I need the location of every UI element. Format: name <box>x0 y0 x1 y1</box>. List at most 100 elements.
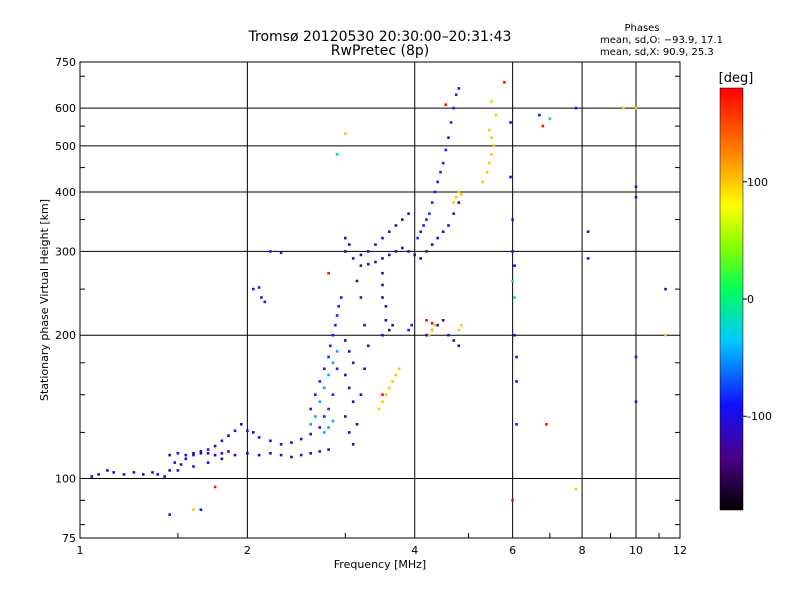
data-point <box>574 106 578 110</box>
data-point <box>441 230 445 233</box>
data-point <box>381 283 384 287</box>
data-point <box>269 250 272 253</box>
data-point <box>384 305 388 308</box>
data-point <box>168 453 171 457</box>
colorbar-ticks: 100 0 -100 <box>743 176 772 423</box>
data-point <box>452 212 455 215</box>
data-point <box>548 117 552 120</box>
y-tick-label: 200 <box>55 329 76 342</box>
data-point <box>227 450 230 453</box>
x-tick-label: 1 <box>77 544 84 557</box>
data-point <box>388 386 391 390</box>
data-point <box>213 444 217 448</box>
y-tick-label: 100 <box>55 473 76 486</box>
data-point <box>513 264 516 267</box>
data-point <box>240 423 243 426</box>
data-point <box>433 323 437 327</box>
grid <box>80 62 680 538</box>
data-point <box>199 450 203 453</box>
data-point <box>331 393 335 396</box>
plot-frame <box>79 61 681 539</box>
data-point <box>388 230 391 233</box>
data-point <box>422 224 425 227</box>
data-point <box>112 471 115 474</box>
data-point <box>367 344 370 348</box>
data-point <box>622 106 625 110</box>
data-point <box>425 333 428 337</box>
data-point <box>257 453 261 457</box>
data-point <box>334 323 337 327</box>
x-tick-label: 8 <box>579 544 586 557</box>
data-point <box>246 429 249 433</box>
data-point <box>344 373 347 377</box>
data-point <box>367 262 370 266</box>
data-point <box>436 236 439 240</box>
data-point <box>327 407 330 411</box>
data-point <box>184 453 188 457</box>
data-point <box>290 455 293 459</box>
x-axis-label: Frequency [MHz] <box>334 558 426 571</box>
data-point <box>335 367 339 371</box>
data-point <box>634 185 638 189</box>
colorbar-tick-label: 0 <box>747 293 754 306</box>
data-point <box>574 487 578 491</box>
data-point <box>388 328 391 332</box>
data-point <box>173 461 176 464</box>
chart-title: Tromsø 20120530 20:30:00–20:31:43 <box>248 29 512 45</box>
data-point <box>314 415 317 418</box>
data-point <box>97 473 100 476</box>
data-point <box>314 393 317 396</box>
data-point <box>515 380 518 383</box>
data-point <box>309 452 312 455</box>
data-point <box>452 106 455 110</box>
data-point <box>407 212 410 215</box>
data-point <box>335 314 339 317</box>
data-point <box>384 393 388 396</box>
data-point <box>206 448 210 451</box>
data-point <box>163 475 166 478</box>
data-point <box>454 93 458 97</box>
phases-o-line: mean, sd,O: −93.9, 17.1 <box>600 35 723 46</box>
data-point <box>457 201 461 204</box>
data-point <box>359 264 363 267</box>
data-point <box>331 333 335 337</box>
phases-heading: Phases <box>624 23 659 34</box>
data-point <box>541 124 545 128</box>
data-point <box>444 148 448 152</box>
x-tick-label: 2 <box>244 544 251 557</box>
data-point <box>168 513 171 516</box>
data-point <box>381 393 384 396</box>
data-point <box>407 250 410 253</box>
data-point <box>515 423 518 426</box>
y-axis-ticks: 75 100 200 300 400 500 600 750 <box>55 56 680 545</box>
data-point <box>339 296 343 299</box>
data-point <box>122 473 126 476</box>
data-point <box>515 355 518 359</box>
data-point <box>416 236 419 240</box>
data-point <box>351 361 355 365</box>
y-tick-label: 75 <box>62 532 76 545</box>
y-tick-label: 500 <box>55 140 76 153</box>
data-point <box>192 452 195 455</box>
data-point <box>509 121 512 124</box>
data-point <box>359 393 363 396</box>
data-point <box>490 136 493 139</box>
data-point <box>410 323 413 327</box>
data-point <box>634 355 638 359</box>
data-point <box>260 296 263 299</box>
data-point <box>90 475 94 478</box>
data-point <box>318 400 322 403</box>
data-point <box>335 153 339 156</box>
data-point <box>454 195 458 199</box>
data-point <box>511 218 514 221</box>
data-point <box>492 144 496 148</box>
data-point <box>335 350 339 353</box>
data-point <box>391 323 394 327</box>
data-point <box>348 243 351 246</box>
data-point <box>425 250 428 253</box>
data-point <box>511 499 514 502</box>
data-point <box>457 190 461 194</box>
colorbar-tick-label: -100 <box>747 410 772 423</box>
data-point <box>363 323 366 327</box>
data-point <box>430 243 434 246</box>
